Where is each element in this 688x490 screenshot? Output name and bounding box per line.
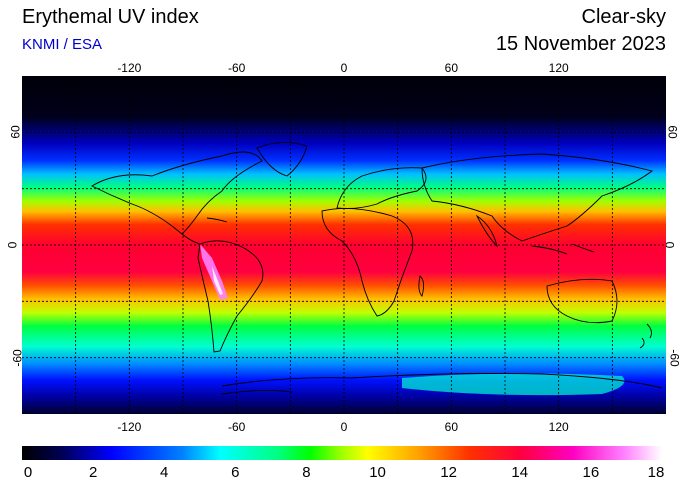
longitude-tick-label: 0 [340,61,348,75]
longitude-tick-label: -120 [117,61,142,75]
longitude-tick-label: -120 [117,420,142,434]
longitude-tick-label: 0 [340,420,348,434]
colorbar-tick-label: 10 [369,464,386,481]
uv-index-map [22,76,666,414]
longitude-tick-label: 60 [444,61,459,75]
antarctic-plateau [402,373,625,396]
longitude-tick-label: 60 [444,420,459,434]
map-gridlines [22,76,666,414]
colorbar-tick-label: 6 [231,464,240,481]
longitude-tick-label: -60 [227,420,246,434]
colorbar-tick-label: 4 [160,464,169,481]
page-title: Erythemal UV index [22,6,199,28]
colorbar-tick-label: 16 [582,464,600,481]
colorbar-tick-label: 14 [511,464,529,481]
map-date: 15 November 2023 [495,33,666,55]
latitude-tick-label: 60 [665,125,680,140]
colorbar-tick-label: 18 [647,464,665,481]
longitude-tick-label: 120 [548,61,569,75]
colorbar-tick-label: 12 [440,464,457,481]
data-source: KNMI / ESA [22,36,103,53]
latitude-tick-label: -60 [667,348,682,367]
colorbar-tick-label: 0 [23,464,33,481]
longitude-tick-label: 120 [548,420,569,434]
colorbar-tick-label: 8 [302,464,311,481]
latitude-tick-label: 0 [5,241,20,249]
uv-colorbar [22,446,662,460]
sky-condition: Clear-sky [581,6,666,28]
colorbar-tick-label: 2 [88,464,98,481]
longitude-tick-label: -60 [227,61,246,75]
latitude-tick-label: 60 [8,125,23,140]
